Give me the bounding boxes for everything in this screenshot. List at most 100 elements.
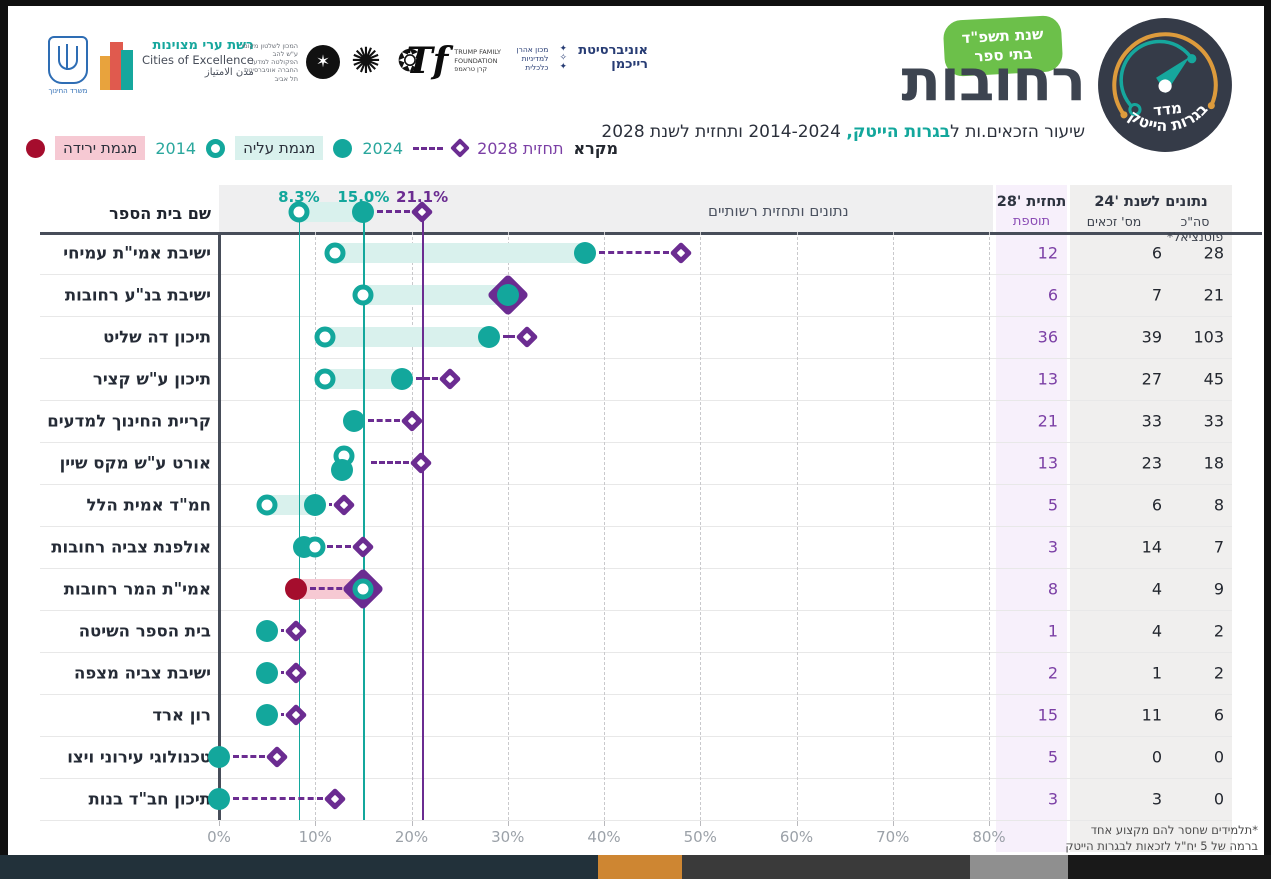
value-2024-marker [208,788,230,810]
gridline-10% [315,232,317,820]
row-separator [40,442,1232,443]
ministry-caption: משרד החינוך [48,87,88,95]
value-2024-marker [496,284,519,306]
value-2014-marker [304,536,326,558]
addition-cell: 13 [1037,453,1058,473]
sparkles-icon: ✦ ✧ ✦ [559,43,568,72]
value-2014-marker [352,284,374,306]
legend-2024-label: 2024 [362,138,404,158]
forecast-connector [329,503,333,506]
forecast-diamond-marker [515,325,539,349]
eligible-cell: 33 [1141,411,1162,431]
city-value-label: 15.0% [337,188,390,206]
badge-top-label: מדד [1152,99,1183,120]
addition-cell: 13 [1037,369,1058,389]
axis-tick [315,820,317,826]
page-title: רחובות [901,46,1086,114]
row-separator [40,652,1232,653]
addition-cell: 15 [1037,705,1058,725]
forecast-diamond-marker [438,367,462,391]
school-name: בית הספר השיטה [78,621,211,641]
axis-tick-label: 40% [587,828,621,846]
municipal-data-header: נתונים ותחזית רשותיים [708,202,849,220]
value-2024-marker [477,326,500,348]
potential-cell: 9 [1213,579,1224,599]
legend-title: מקרא [573,138,619,158]
axis-tick-label: 30% [491,828,525,846]
chart-area: 0% 10% 20% 30% 40% 50% 60% 70% 80% 8.3% 15.0% 21.1%… [8,6,1264,855]
gridline-30% [507,232,509,820]
legend-forecast-label: תחזית 2028 [477,138,564,158]
buildings-icon [100,38,134,90]
row-separator [40,610,1232,611]
axis-tick-label: 80% [972,828,1006,846]
forecast28-header: תחזית '28 [996,194,1067,210]
potential-cell: 28 [1203,243,1224,263]
addition-cell: 2 [1047,663,1058,683]
footnote: *תלמידים שחסר להם מקצוע אחד ברמה של 5 יח… [1065,822,1258,854]
forecast-connector [233,797,323,800]
trend-band-up [328,243,591,263]
potential-subheader: סה"כ פוטנציאל* [1166,214,1224,244]
reichman-line2: רייכמן [611,57,648,73]
school-name: אורט ע"ש מקס שיין [59,453,211,473]
addition-cell: 5 [1047,747,1058,767]
row-separator [40,526,1232,527]
aaron-line1: מכון אהרן [516,44,549,54]
eligible-cell: 4 [1151,621,1162,641]
legend: מגמת ירידה 2014 מגמת עליה 2024 תחזית 202… [26,132,618,164]
forecast-connector [370,461,410,464]
bottom-bar-segment [0,855,598,879]
y-axis-line [218,232,221,820]
legend-decline-circle-icon [26,138,45,158]
school-name: אמי"ת המר רחובות [63,579,211,599]
ministry-of-education-logo: משרד החינוך [42,36,94,95]
value-2014-marker [314,326,336,348]
value-2024-marker [256,662,279,684]
potential-cell: 21 [1203,285,1224,305]
footnote-line1: *תלמידים שחסר להם מקצוע אחד [1090,823,1258,837]
axis-tick-label: 20% [394,828,429,846]
bottom-bar-segment [682,855,970,879]
axis-tick [989,820,990,826]
reichman-line1: אוניברסיטת [578,43,648,58]
forecast-diamond-marker [284,619,308,643]
row-separator [40,316,1232,317]
axis-tick [796,820,798,826]
axis-tick-label: 50% [683,828,717,846]
row-separator [40,736,1232,737]
value-2024-marker [304,494,327,516]
school-name: ישיבת בנ"ע רחובות [64,285,211,305]
eligible-cell: 4 [1151,579,1162,599]
reichman-university-logo: אוניברסיטת רייכמן ✦ ✧ ✦ מכון אהרן למדיניו… [508,43,648,73]
legend-decline-label: מגמת ירידה [55,136,146,160]
axis-tick [411,820,413,826]
forecast-connector [281,629,284,632]
school-name: רון ארד [152,705,211,725]
addition-cell: 12 [1037,243,1058,263]
legend-rise-label: מגמת עליה [235,136,324,160]
forecast-diamond-marker [352,535,375,559]
value-2024-marker [256,704,279,726]
addition-cell: 6 [1047,285,1058,305]
trend-band-up [292,202,370,222]
school-name: חמ"ד אמית הלל [86,495,211,515]
row-separator [40,694,1232,695]
school-name: אולפנת צביה רחובות [51,537,211,557]
forecast-diamond-marker [284,703,308,727]
addition-cell: 36 [1037,327,1058,347]
axis-tick [507,820,509,826]
tf-monogram: Tf [406,40,449,82]
value-2024-marker [256,620,279,642]
forecast-diamond-marker [400,409,423,433]
forecast-connector [310,587,352,590]
eligible-cell: 1 [1151,663,1162,683]
dotted-circle-icon: ❂ [397,44,423,80]
row-separator [40,568,1232,569]
row-separator [40,778,1232,779]
legend-2014-label: 2014 [155,138,197,158]
axis-tick-label: 10% [298,828,332,846]
school-name: ישיבת צביה מצפה [74,663,211,683]
city-2014-marker [288,201,310,223]
value-2024-marker [331,459,354,481]
